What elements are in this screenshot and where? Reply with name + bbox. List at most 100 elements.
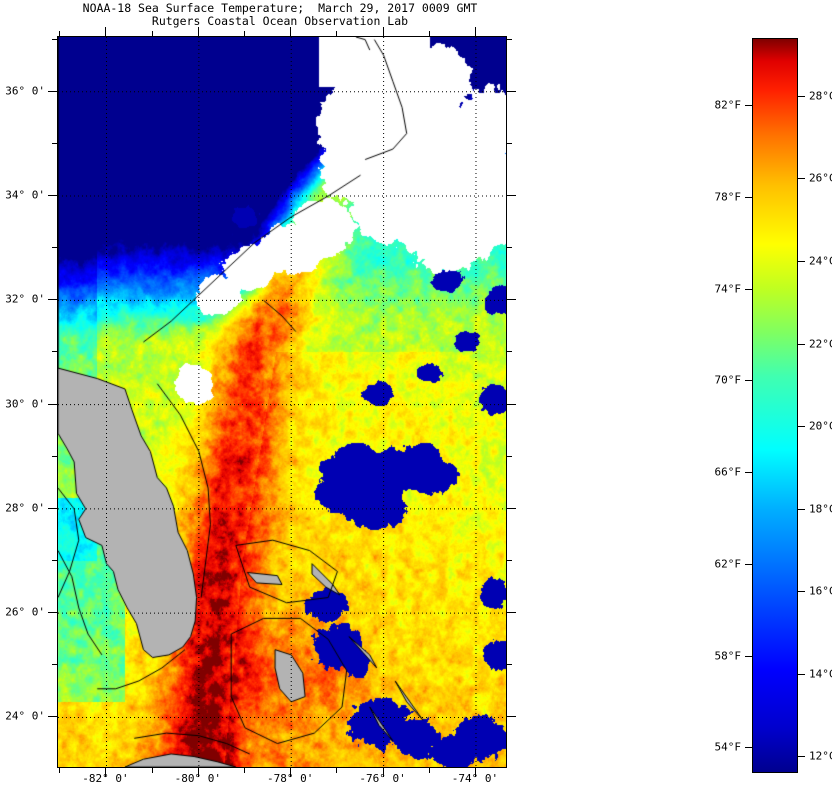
- colorbar-label-fahrenheit: 62°F: [714, 557, 742, 571]
- x-axis-label: -80° 0': [174, 772, 222, 785]
- colorbar-tick-celsius: [798, 95, 805, 97]
- y-axis-minor-tick-right: [507, 247, 512, 249]
- y-axis-minor-tick: [52, 664, 57, 666]
- colorbar-tick-fahrenheit: [745, 563, 752, 565]
- y-axis-minor-tick: [52, 351, 57, 353]
- title-line-2: Rutgers Coastal Ocean Observation Lab: [151, 14, 409, 28]
- sst-map-plot-area[interactable]: [57, 36, 507, 768]
- colorbar-labels: 12°C 14°C 16°C 18°C 20°C 22°C 24°C 26°C 28°C 54°F…: [715, 38, 832, 773]
- y-axis-major-tick: [48, 716, 57, 718]
- x-axis-major-tick-bottom: [290, 768, 292, 777]
- colorbar-tick-celsius: [798, 260, 805, 262]
- temperature-colorbar[interactable]: [752, 38, 798, 773]
- y-axis-minor-tick-right: [507, 351, 512, 353]
- y-axis-major-tick: [48, 507, 57, 509]
- y-axis-major-tick: [48, 299, 57, 301]
- x-axis-major-tick: [382, 27, 384, 36]
- colorbar-tick-fahrenheit: [745, 104, 752, 106]
- x-axis-major-tick: [105, 27, 107, 36]
- y-axis-major-tick-right: [507, 507, 516, 509]
- y-axis-major-tick: [48, 403, 57, 405]
- colorbar-tick-celsius: [798, 673, 805, 675]
- x-axis-minor-tick-bottom: [428, 768, 430, 773]
- colorbar-label-celsius: 26°C: [809, 171, 832, 185]
- y-axis-major-tick-right: [507, 299, 516, 301]
- y-axis-label: 28° 0': [5, 501, 45, 515]
- x-axis-label: -82° 0': [82, 772, 129, 785]
- y-axis-major-tick: [48, 90, 57, 92]
- y-axis-minor-tick-right: [507, 455, 512, 457]
- y-axis-major-tick: [48, 612, 57, 614]
- y-axis-minor-tick: [52, 455, 57, 457]
- x-axis-major-tick: [474, 27, 476, 36]
- colorbar-tick-celsius: [798, 343, 805, 345]
- x-axis-minor-tick: [336, 31, 338, 36]
- title-line-1: NOAA-18 Sea Surface Temperature; March 2…: [82, 1, 478, 15]
- x-axis-minor-tick: [244, 31, 246, 36]
- colorbar-label-fahrenheit: 74°F: [714, 282, 742, 295]
- colorbar-label-celsius: 14°C: [809, 667, 832, 681]
- colorbar-tick-celsius: [798, 591, 805, 593]
- x-axis-minor-tick: [428, 31, 430, 36]
- colorbar-label-celsius: 22°C: [809, 337, 832, 351]
- x-axis-label: -76° 0': [359, 772, 406, 785]
- colorbar-label-fahrenheit: 70°F: [714, 373, 742, 387]
- x-axis-minor-tick-bottom: [244, 768, 246, 773]
- y-axis-minor-tick: [52, 560, 57, 562]
- x-axis-minor-tick-bottom: [59, 768, 61, 773]
- colorbar-tick-fahrenheit: [745, 288, 752, 290]
- colorbar-label-fahrenheit: 58°F: [714, 649, 742, 663]
- colorbar-tick-celsius: [798, 178, 805, 180]
- colorbar-label-celsius: 16°C: [809, 584, 832, 598]
- y-axis-minor-tick-right: [507, 664, 512, 666]
- x-axis-minor-tick: [59, 31, 61, 36]
- colorbar-tick-fahrenheit: [745, 380, 752, 382]
- colorbar-label-fahrenheit: 54°F: [714, 740, 742, 754]
- chart-title-block: NOAA-18 Sea Surface Temperature; March 2…: [0, 2, 560, 28]
- y-axis-major-tick-right: [507, 195, 516, 197]
- colorbar-tick-celsius: [798, 756, 805, 758]
- colorbar-tick-fahrenheit: [745, 196, 752, 198]
- x-axis-minor-tick-bottom: [336, 768, 338, 773]
- y-axis-major-tick-right: [507, 612, 516, 614]
- y-axis-label: 34° 0': [5, 188, 45, 202]
- y-axis-minor-tick: [52, 38, 57, 40]
- x-axis-major-tick-bottom: [382, 768, 384, 777]
- y-axis-minor-tick-right: [507, 560, 512, 562]
- colorbar-tick-fahrenheit: [745, 747, 752, 749]
- y-axis-label: 24° 0': [5, 709, 45, 723]
- y-axis-major-tick-right: [507, 403, 516, 405]
- colorbar-label-celsius: 20°C: [809, 419, 832, 433]
- colorbar-label-fahrenheit: 78°F: [714, 190, 742, 204]
- x-axis-minor-tick-bottom: [151, 768, 153, 773]
- colorbar-tick-celsius: [798, 508, 805, 510]
- y-axis-minor-tick: [52, 247, 57, 249]
- y-axis-minor-tick: [52, 142, 57, 144]
- x-axis-major-tick: [290, 27, 292, 36]
- colorbar-tick-fahrenheit: [745, 655, 752, 657]
- colorbar-gradient: [752, 38, 798, 773]
- sst-raster-image: [58, 37, 506, 767]
- x-axis-major-tick-bottom: [474, 768, 476, 777]
- y-axis-minor-tick-right: [507, 38, 512, 40]
- x-axis-minor-tick: [151, 31, 153, 36]
- y-axis-minor-tick-right: [507, 142, 512, 144]
- y-axis-label: 26° 0': [5, 605, 45, 619]
- colorbar-label-celsius: 12°C: [809, 749, 832, 763]
- y-axis-label: 36° 0': [5, 84, 45, 98]
- x-axis-major-tick-bottom: [197, 768, 199, 777]
- colorbar-label-fahrenheit: 82°F: [714, 98, 742, 112]
- colorbar-label-fahrenheit: 66°F: [714, 465, 742, 479]
- y-axis-major-tick-right: [507, 716, 516, 718]
- y-axis-label: 32° 0': [5, 292, 45, 306]
- y-axis-label: 30° 0': [5, 397, 45, 411]
- x-axis-major-tick-bottom: [105, 768, 107, 777]
- x-axis-label: -78° 0': [267, 772, 314, 785]
- colorbar-label-celsius: 24°C: [809, 254, 832, 268]
- y-axis-major-tick-right: [507, 90, 516, 92]
- y-axis-major-tick: [48, 195, 57, 197]
- x-axis-major-tick: [197, 27, 199, 36]
- colorbar-tick-fahrenheit: [745, 472, 752, 474]
- colorbar-tick-celsius: [798, 426, 805, 428]
- colorbar-label-celsius: 18°C: [809, 502, 832, 516]
